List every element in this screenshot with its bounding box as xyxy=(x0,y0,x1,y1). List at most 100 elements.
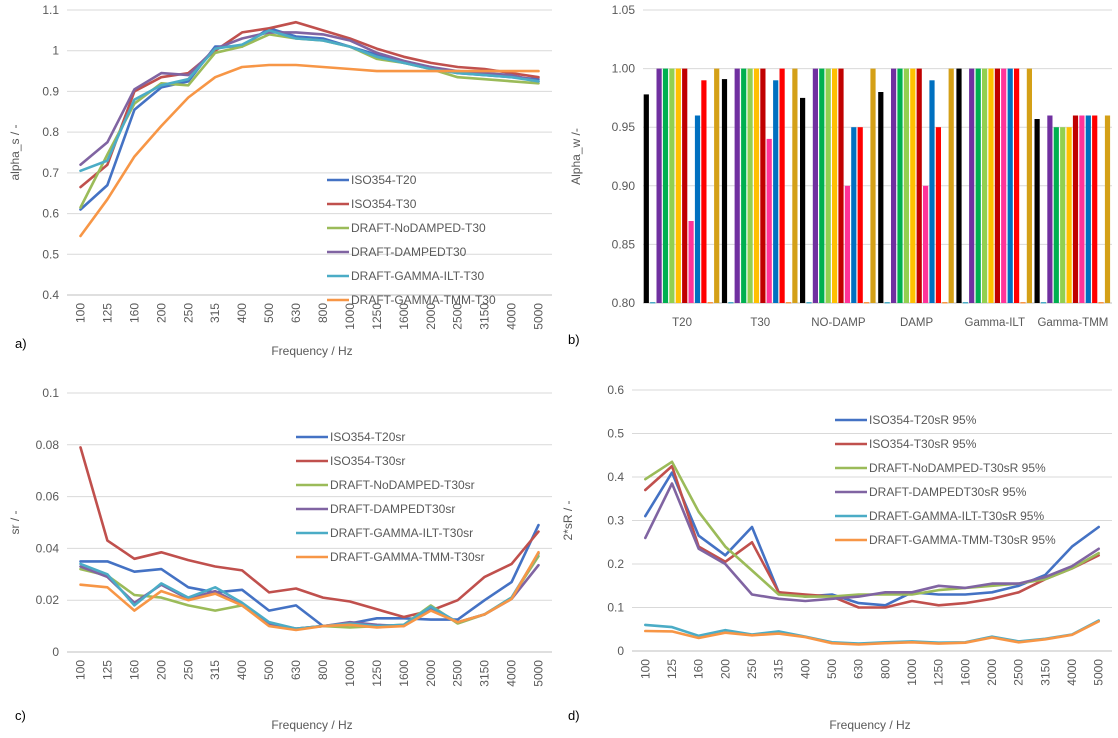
x-axis-title: Frequency / Hz xyxy=(829,718,910,732)
y-tick-label: 0.5 xyxy=(607,427,624,441)
bar xyxy=(948,68,954,303)
series-line xyxy=(79,523,540,628)
y-tick-label: 1.1 xyxy=(42,3,59,17)
x-tick-label: 160 xyxy=(127,660,141,680)
bar xyxy=(878,92,884,303)
bar xyxy=(753,68,760,303)
bar xyxy=(669,68,675,303)
y-tick-label: 0.90 xyxy=(612,179,636,193)
x-tick-label: 1600 xyxy=(958,659,972,686)
x-tick-label: 2500 xyxy=(451,660,465,687)
bar xyxy=(785,302,792,304)
bar xyxy=(728,302,734,304)
x-tick-label: 5000 xyxy=(1092,659,1106,686)
bar xyxy=(1104,115,1111,303)
series-line xyxy=(643,482,1100,603)
y-tick-label: 0.3 xyxy=(607,514,624,528)
chart-a: 0.4 0.5 0.6 0.7 0.8 0.9 1 1.1 alpha_s / - Frequen… xyxy=(8,3,552,358)
legend-entry: ISO354-T30 xyxy=(351,197,417,211)
x-tick-label: 2500 xyxy=(1012,659,1026,686)
y-tick-label: 0.04 xyxy=(36,541,60,555)
panel-label: c) xyxy=(15,708,26,723)
series-line xyxy=(79,26,540,211)
y-tick-label: 0.06 xyxy=(36,490,60,504)
bar xyxy=(806,302,812,304)
bar xyxy=(675,68,681,303)
series-line xyxy=(79,63,540,238)
y-tick-label: 1.05 xyxy=(612,3,636,17)
legend-entry: DRAFT-GAMMA-TMM-T30sr xyxy=(330,550,485,564)
bar xyxy=(656,68,662,303)
y-tick-label: 0.4 xyxy=(607,470,624,484)
bar xyxy=(1040,302,1047,304)
bar xyxy=(903,68,909,303)
bar xyxy=(734,68,740,303)
x-tick-label: 630 xyxy=(289,303,303,323)
bar xyxy=(884,302,890,304)
legend-entry: DRAFT-DAMPEDT30sr xyxy=(330,502,455,516)
bar xyxy=(935,127,941,303)
bar xyxy=(662,68,669,303)
x-tick-label: 250 xyxy=(181,303,195,323)
bar xyxy=(819,68,825,303)
category-label: DAMP xyxy=(900,317,934,329)
legend-entry: DRAFT-GAMMA-ILT-T30sr xyxy=(330,526,473,540)
series-line xyxy=(79,29,540,173)
x-tick-label: 315 xyxy=(208,303,222,323)
bar xyxy=(832,68,838,303)
category-label: Gamma-TMM xyxy=(1037,317,1108,329)
bar xyxy=(1020,302,1026,304)
bar xyxy=(844,185,850,303)
chart-d: 0 0.1 0.2 0.3 0.4 0.5 0.6 2*sR / - Frequency / H… xyxy=(561,383,1112,732)
x-tick-label: 630 xyxy=(852,659,866,679)
panel-label: a) xyxy=(15,336,27,351)
y-tick-label: 0.85 xyxy=(612,237,636,251)
bar xyxy=(694,115,701,303)
bar xyxy=(1014,68,1020,303)
legend-entry: DRAFT-GAMMA-TMM-T30 xyxy=(351,293,496,307)
bar xyxy=(766,138,772,303)
legend-entry: DRAFT-NoDAMPED-T30sR 95% xyxy=(869,461,1046,475)
x-tick-label: 630 xyxy=(289,660,303,680)
bar xyxy=(1060,127,1066,303)
y-tick-label: 0.08 xyxy=(36,438,60,452)
bar xyxy=(682,68,688,303)
panel-label: d) xyxy=(568,708,580,723)
bar xyxy=(929,80,935,303)
bar xyxy=(812,68,818,303)
y-tick-label: 0.02 xyxy=(36,593,60,607)
x-tick-label: 400 xyxy=(798,659,812,679)
legend-entry: ISO354-T30sR 95% xyxy=(869,437,977,451)
x-tick-label: 4000 xyxy=(1065,659,1079,686)
x-tick-label: 160 xyxy=(692,659,706,679)
series-line xyxy=(643,464,1100,609)
x-tick-label: 100 xyxy=(73,303,87,323)
bar xyxy=(1053,127,1059,303)
category-label: NO-DAMP xyxy=(811,317,866,329)
x-tick-label: 315 xyxy=(772,659,786,679)
bar xyxy=(1047,115,1053,303)
x-tick-label: 2000 xyxy=(424,303,438,330)
legend-entry: DRAFT-NoDAMPED-T30 xyxy=(351,221,486,235)
x-tick-label: 500 xyxy=(262,303,276,323)
bar xyxy=(825,68,831,303)
x-tick-label: 250 xyxy=(181,660,195,680)
x-tick-label: 100 xyxy=(638,659,652,679)
bar xyxy=(650,302,656,304)
legend-entry: DRAFT-DAMPEDT30sR 95% xyxy=(869,485,1027,499)
bar xyxy=(916,68,922,303)
x-tick-label: 125 xyxy=(100,660,114,680)
y-tick-label: 1.00 xyxy=(612,62,636,76)
bar xyxy=(923,185,929,303)
series-line xyxy=(79,20,540,189)
bar xyxy=(988,68,994,303)
series-line xyxy=(79,550,540,632)
y-axis-title: Alpha_w /- xyxy=(569,128,583,185)
y-tick-label: 0.2 xyxy=(607,557,624,571)
y-tick-label: 0.1 xyxy=(607,601,624,615)
bar xyxy=(864,302,870,304)
bar xyxy=(1026,68,1032,303)
bar xyxy=(721,79,728,303)
legend-entry: DRAFT-GAMMA-ILT-T30sR 95% xyxy=(869,509,1044,523)
bar xyxy=(994,68,1000,303)
